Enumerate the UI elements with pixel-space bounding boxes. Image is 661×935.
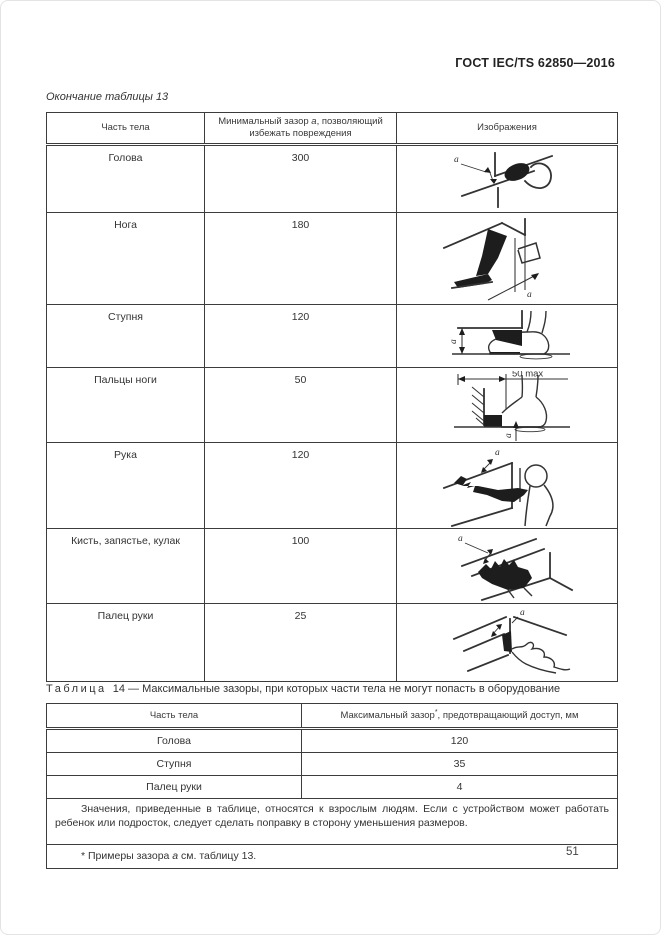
hand-wrist-fist-clearance-illustration: a (458, 534, 574, 601)
note-text: Значения, приведенные в таблице, относят… (55, 803, 609, 829)
table-row-toes: Пальцы ноги 50 50 max (46, 366, 618, 443)
illustration-cell: a (396, 211, 618, 305)
body-part-cell: Ступня (46, 303, 205, 368)
clearance-value-cell: 120 (301, 728, 618, 753)
table13-header-row: Часть тела Минимальный зазор a, позволяю… (46, 112, 618, 146)
body-part-cell: Ступня (46, 752, 302, 776)
table-row-finger: Палец руки 25 a (46, 602, 618, 682)
clearance-value-cell: 50 (204, 366, 397, 443)
clearance-value-cell: 25 (204, 602, 397, 682)
table-row-leg: Нога 180 a (46, 211, 618, 305)
header-text: Максимальный зазор (340, 709, 435, 721)
table-14-max-clearances: Часть тела Максимальный зазор*, предотвр… (46, 703, 618, 869)
dimension-symbol: a (311, 116, 317, 127)
illustration-cell: 50 max (396, 366, 618, 443)
body-part-cell: Кисть, запястье, кулак (46, 527, 205, 604)
table14-caption-word: Таблица (46, 683, 107, 695)
dimension-label-a: a (449, 339, 459, 344)
table14-caption-text: 14 — Максимальные зазоры, при которых ча… (112, 683, 561, 695)
footnote-marker: * (434, 708, 438, 716)
footnote-text: см. таблицу 13. (178, 850, 257, 862)
table-row-foot-max: Ступня 35 (46, 752, 618, 776)
table14-note-row: Значения, приведенные в таблице, относят… (46, 798, 618, 845)
table-row-head-max: Голова 120 (46, 728, 618, 753)
clearance-value-cell: 4 (301, 775, 618, 799)
clearance-value-cell: 100 (204, 527, 397, 604)
table13-col-min-clearance: Минимальный зазор a, позволяющий избежат… (204, 112, 397, 146)
leg-clearance-illustration: a (442, 217, 541, 301)
head-clearance-illustration: a (454, 151, 554, 208)
table-row-foot: Ступня 120 (46, 303, 618, 368)
illustration-cell: a (396, 602, 618, 682)
finger-clearance-illustration: a (452, 608, 571, 674)
table-13-clearances: Часть тела Минимальный зазор a, позволяю… (46, 112, 618, 682)
table13-col-body-part: Часть тела (46, 112, 205, 146)
table-row-hand: Кисть, запястье, кулак 100 a (46, 527, 618, 604)
body-part-cell: Палец руки (46, 775, 302, 799)
clearance-value-cell: 35 (301, 752, 618, 776)
table14-footnote-row: * Примеры зазора a см. таблицу 13. (46, 844, 618, 869)
table-row-finger-max: Палец руки 4 (46, 775, 618, 799)
footnote-text: * Примеры зазора (81, 850, 173, 862)
clearance-value-cell: 300 (204, 143, 397, 213)
illustration-cell: a (396, 527, 618, 604)
table14-note: Значения, приведенные в таблице, относят… (46, 798, 618, 845)
foot-clearance-illustration: a (449, 309, 570, 360)
max-dimension-label: 50 max (512, 371, 543, 380)
clearance-value-cell: 120 (204, 303, 397, 368)
document-header-title: ГОСТ IEC/TS 62850—2016 (455, 56, 615, 70)
table14-footnote: * Примеры зазора a см. таблицу 13. (46, 844, 618, 869)
body-part-cell: Палец руки (46, 602, 205, 682)
clearance-value-cell: 120 (204, 441, 397, 529)
arm-clearance-illustration: a (442, 448, 554, 527)
table-row-head: Голова 300 a (46, 143, 618, 213)
table14-col-max-clearance: Максимальный зазор*, предотвращающий дос… (301, 703, 618, 730)
header-text: Минимальный зазор (218, 116, 312, 127)
dimension-label-a: a (495, 448, 500, 458)
illustration-cell: a (396, 441, 618, 529)
table14-col-body-part: Часть тела (46, 703, 302, 730)
clearance-value-cell: 180 (204, 211, 397, 305)
body-part-cell: Пальцы ноги (46, 366, 205, 443)
dimension-label-a: a (458, 534, 463, 544)
dimension-symbol: a (172, 850, 179, 862)
table13-col-images: Изображения (396, 112, 618, 146)
body-part-cell: Голова (46, 143, 205, 213)
table13-continuation-caption: Окончание таблицы 13 (46, 91, 169, 103)
header-text: , предотвращающий доступ, мм (437, 709, 579, 721)
body-part-cell: Рука (46, 441, 205, 529)
toes-clearance-illustration: 50 max (454, 371, 570, 441)
table14-caption: Таблица 14 — Максимальные зазоры, при ко… (46, 683, 617, 695)
page-number: 51 (566, 846, 579, 858)
dimension-label-a: a (520, 608, 525, 618)
illustration-cell: a (396, 303, 618, 368)
body-part-cell: Голова (46, 728, 302, 753)
dimension-label-a: a (454, 155, 459, 165)
header-text: , позволяющий избежать повреждения (249, 116, 383, 139)
table14-header-row: Часть тела Максимальный зазор*, предотвр… (46, 703, 618, 730)
body-part-cell: Нога (46, 211, 205, 305)
table-row-arm: Рука 120 a (46, 441, 618, 529)
illustration-cell: a (396, 143, 618, 213)
dimension-label-a: a (527, 290, 532, 300)
dimension-label-a: a (504, 433, 514, 438)
